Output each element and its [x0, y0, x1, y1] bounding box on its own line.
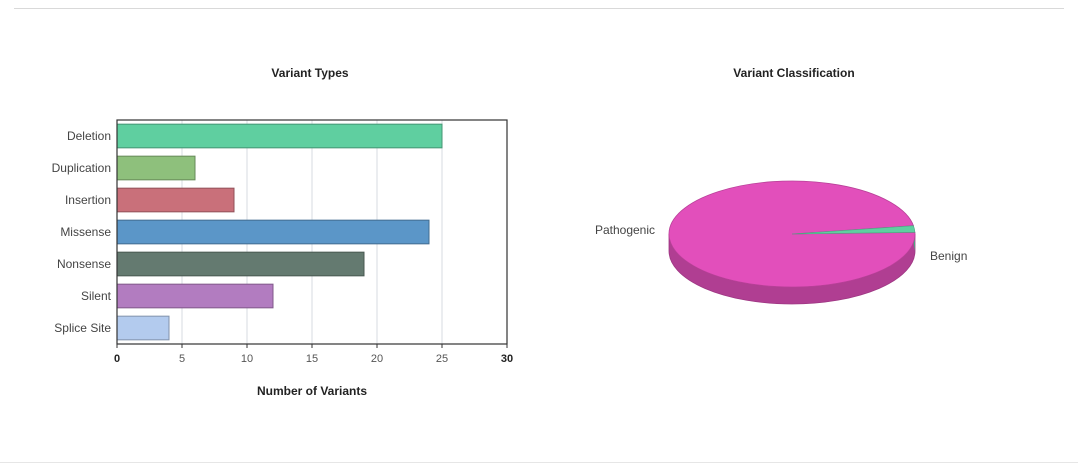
- top-divider: [14, 8, 1064, 9]
- bottom-divider: [0, 462, 1078, 463]
- pie-slice-benign: [791, 225, 916, 235]
- category-label: Deletion: [67, 129, 111, 143]
- category-label: Missense: [60, 225, 111, 239]
- x-tick-label: 0: [114, 353, 120, 365]
- x-tick-label: 10: [241, 353, 253, 365]
- category-label: Insertion: [65, 193, 111, 207]
- x-tick-label: 5: [179, 353, 185, 365]
- pie-slice-pathogenic: [668, 180, 916, 288]
- pie-chart-title: Variant Classification: [733, 66, 855, 80]
- category-label: Splice Site: [54, 321, 111, 335]
- bar-chart-title: Variant Types: [271, 66, 349, 80]
- x-axis-label: Number of Variants: [257, 384, 367, 398]
- x-tick-label: 20: [371, 353, 383, 365]
- category-label: Silent: [81, 289, 112, 303]
- category-label: Nonsense: [57, 257, 111, 271]
- x-tick-label: 30: [501, 353, 513, 365]
- pie-label-benign: Benign: [930, 249, 967, 263]
- category-label: Duplication: [52, 161, 111, 175]
- x-tick-label: 25: [436, 353, 448, 365]
- pie-label-pathogenic: Pathogenic: [595, 223, 655, 237]
- x-tick-label: 15: [306, 353, 318, 365]
